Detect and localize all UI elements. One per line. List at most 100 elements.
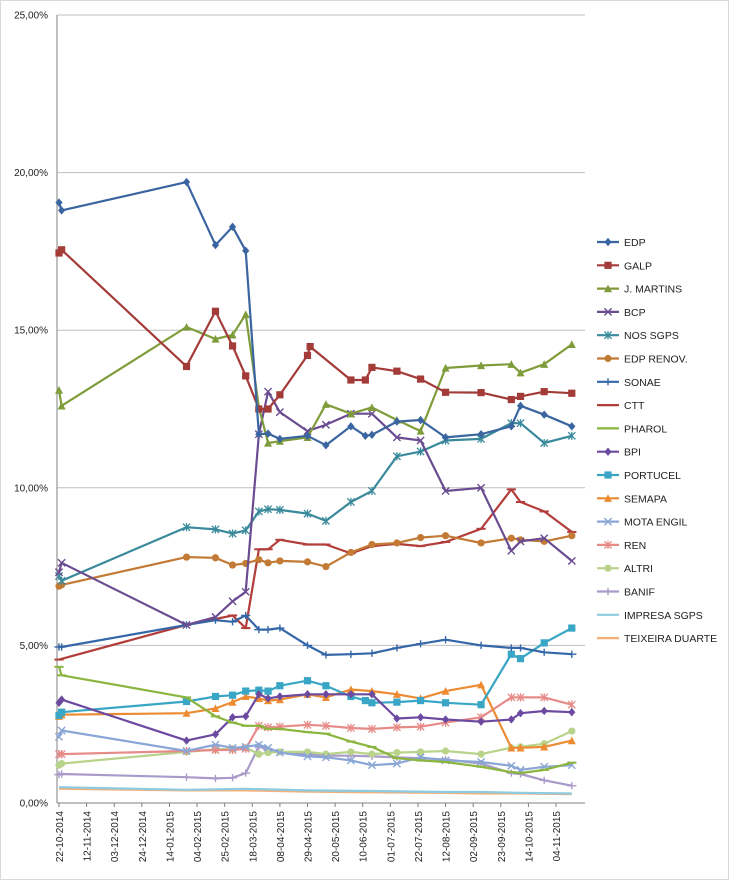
data-point (228, 330, 237, 339)
legend-marker (603, 587, 613, 596)
data-point (368, 430, 376, 440)
legend-item-edp-renov: EDP RENOV. (597, 354, 688, 366)
x-tick-label: 22-07-2015 (414, 811, 425, 863)
data-point (321, 420, 331, 429)
data-point (211, 612, 220, 622)
data-point (516, 655, 525, 663)
data-point (477, 701, 485, 709)
data-point (540, 742, 549, 751)
legend-item-j-martins: J. MARTINS (597, 284, 682, 296)
data-point (347, 748, 355, 756)
legend-item-nos-sgps: NOS SGPS (597, 330, 679, 342)
data-point (567, 782, 577, 790)
series-line (57, 181, 573, 447)
data-point (322, 682, 330, 690)
data-point (393, 417, 401, 426)
data-point (477, 750, 485, 758)
data-point (264, 687, 272, 695)
series-line (58, 786, 572, 795)
data-point (242, 712, 250, 721)
data-point (181, 773, 192, 781)
data-point (392, 759, 402, 768)
x-tick-label: 02-09-2015 (469, 811, 480, 863)
data-point (507, 534, 515, 542)
legend-item-semapa: SEMAPA (597, 493, 667, 505)
data-point (242, 246, 250, 255)
legend-label: EDP RENOV. (624, 354, 688, 366)
data-point (321, 516, 330, 525)
x-tick-label: 22-10-2014 (55, 811, 66, 863)
legend-label: REN (624, 540, 646, 552)
legend-item-ctt: CTT (597, 400, 645, 412)
data-point (477, 717, 485, 726)
data-point (57, 643, 67, 651)
data-point (441, 486, 450, 496)
data-point (368, 540, 376, 549)
data-point (255, 556, 263, 564)
data-point (393, 367, 401, 375)
data-point (303, 720, 312, 729)
data-point (507, 715, 515, 724)
data-point (567, 431, 576, 440)
legend-item-banif: BANIF (597, 587, 655, 599)
data-point (516, 368, 525, 377)
y-tick-label: 20,00% (14, 168, 48, 179)
data-point (392, 690, 401, 698)
legend-label: TEIXEIRA DUARTE (624, 633, 717, 645)
y-tick-label: 15,00% (14, 326, 48, 337)
data-point (303, 351, 312, 360)
series-line (58, 627, 573, 717)
data-point (58, 206, 66, 215)
legend-label: BCP (624, 307, 646, 319)
legend-item-portucel: PORTUCEL (597, 470, 681, 482)
data-point (211, 554, 220, 562)
data-point (540, 410, 548, 419)
legend-label: MOTA ENGIL (624, 517, 688, 529)
series-j-martins (55, 310, 576, 447)
data-point (211, 730, 220, 739)
data-point (228, 529, 237, 538)
legend: EDP GALP J. MARTINS BCP NOS SGPS EDP RENOV. SO… (597, 237, 717, 645)
data-point (241, 692, 250, 701)
data-point (57, 750, 66, 759)
data-point (567, 556, 576, 566)
legend-item-altri: ALTRI (597, 563, 653, 575)
data-point (241, 587, 250, 596)
data-point (507, 422, 515, 431)
series-line (58, 730, 573, 767)
x-tick-label: 04-11-2015 (552, 811, 563, 862)
data-point (241, 526, 250, 535)
legend-marker (603, 331, 613, 340)
data-point (507, 693, 516, 702)
data-point (303, 752, 312, 761)
data-point (416, 713, 425, 722)
data-point (303, 677, 312, 685)
data-point (477, 680, 486, 689)
data-point (276, 682, 284, 690)
x-tick-label: 12-11-2014 (83, 811, 94, 862)
data-point (346, 497, 355, 507)
data-point (228, 698, 237, 706)
data-point (539, 648, 549, 656)
y-axis-ticks: 0,00% 5,00% 10,00% 15,00% 20,00% 25,00% (14, 11, 48, 810)
legend-marker (604, 237, 612, 247)
data-point (182, 553, 191, 561)
legend-marker (604, 564, 612, 572)
data-point (476, 641, 486, 649)
series-line (58, 422, 573, 582)
data-point (568, 532, 576, 540)
y-tick-label: 10,00% (14, 483, 48, 494)
series-group (54, 177, 577, 796)
data-point (368, 363, 376, 371)
series-pharol (54, 665, 577, 775)
legend-marker (603, 378, 613, 386)
legend-label: PORTUCEL (624, 470, 681, 482)
data-point (275, 505, 284, 514)
data-point (516, 401, 525, 411)
data-point (516, 708, 525, 718)
data-point (415, 640, 426, 648)
data-point (507, 395, 515, 404)
data-point (507, 546, 516, 555)
data-point (276, 692, 284, 701)
